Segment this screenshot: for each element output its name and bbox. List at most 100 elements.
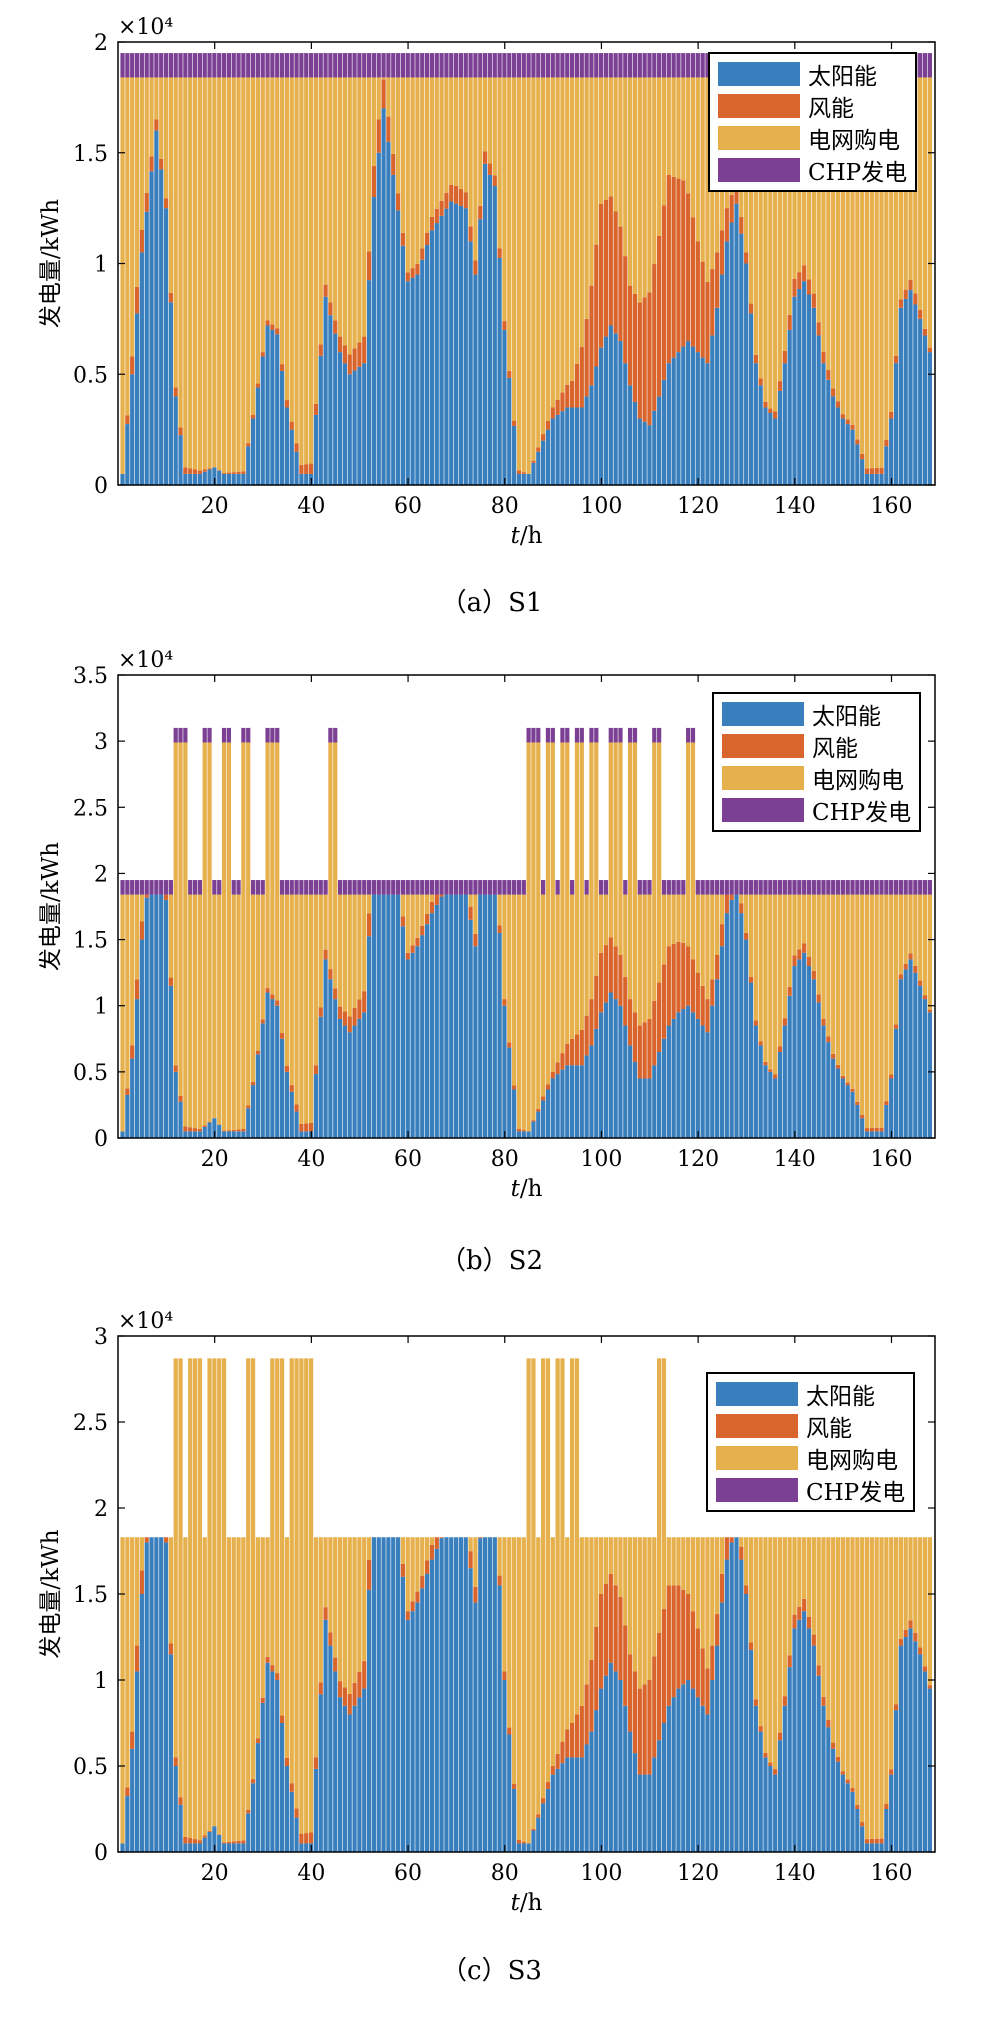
bar-solar-t95 <box>574 1065 580 1138</box>
bar-grid-t154 <box>860 77 865 454</box>
bar-wind-t80 <box>502 321 507 330</box>
bar-wind-t145 <box>816 322 821 336</box>
bar-solar-t82 <box>512 1788 517 1852</box>
bar-grid-t168 <box>927 1537 932 1686</box>
bar-grid-t122 <box>705 77 710 282</box>
bar-chp-t73 <box>468 880 473 895</box>
bar-solar-t50 <box>357 1697 362 1852</box>
bar-wind-t153 <box>855 1101 860 1105</box>
bar-grid-t131 <box>748 894 754 977</box>
bar-solar-t39 <box>304 473 309 485</box>
bar-chp-t166 <box>918 880 923 895</box>
bar-solar-t74 <box>473 946 478 1138</box>
bar-solar-t159 <box>884 1104 889 1138</box>
bar-wind-t4 <box>134 1645 140 1672</box>
bar-grid-t39 <box>304 1358 309 1834</box>
bar-solar-t86 <box>531 1121 536 1138</box>
y-tick-label-4: 2 <box>94 862 108 887</box>
bar-grid-t81 <box>507 1537 512 1728</box>
bar-wind-t108 <box>637 302 642 419</box>
bar-wind-t113 <box>661 205 667 380</box>
bar-grid-t20 <box>212 77 217 468</box>
bar-wind-t40 <box>308 1123 314 1132</box>
legend-item-chp: CHP发电 <box>716 1474 905 1506</box>
bar-wind-t74 <box>473 1586 478 1603</box>
bar-chp-t136 <box>773 880 778 895</box>
bar-wind-t116 <box>676 178 681 353</box>
bar-wind-t4 <box>134 286 140 314</box>
bar-wind-t21 <box>217 1834 222 1835</box>
bar-grid-t88 <box>541 1358 546 1799</box>
bar-wind-t164 <box>908 1620 913 1629</box>
bar-grid-t23 <box>226 77 231 473</box>
bar-solar-t80 <box>502 329 507 485</box>
bar-grid-t13 <box>178 742 183 1096</box>
bar-chp-t102 <box>608 727 613 743</box>
bar-solar-t5 <box>139 1594 144 1852</box>
bar-grid-t31 <box>265 1537 270 1658</box>
bar-grid-t129 <box>739 894 744 904</box>
bar-chp-t10 <box>163 53 169 78</box>
bar-grid-t13 <box>178 1358 183 1798</box>
legend-item-wind: 风能 <box>716 1410 905 1442</box>
bar-solar-t97 <box>584 396 589 485</box>
x-tick-label-100: 100 <box>580 1147 622 1172</box>
bar-solar-t68 <box>444 1537 449 1852</box>
bar-solar-t14 <box>183 473 188 485</box>
bar-chp-t32 <box>270 53 275 78</box>
bar-wind-t146 <box>821 351 826 364</box>
y-tick-label-4: 2 <box>94 31 108 56</box>
bar-grid-t124 <box>715 894 720 955</box>
bars-group <box>120 1358 932 1852</box>
bar-chp-t153 <box>855 880 860 895</box>
bar-grid-t4 <box>134 1537 140 1646</box>
bar-solar-t160 <box>889 1774 894 1852</box>
bar-wind-t16 <box>192 469 198 474</box>
bar-wind-t105 <box>623 256 628 364</box>
bar-grid-t81 <box>507 894 512 1043</box>
bar-chp-t140 <box>792 880 797 895</box>
bar-solar-t155 <box>864 473 870 485</box>
bar-chp-t45 <box>333 53 338 78</box>
bar-solar-t76 <box>482 1537 488 1852</box>
bar-grid-t12 <box>173 742 178 1066</box>
bar-solar-t64 <box>424 245 430 485</box>
bar-wind-t91 <box>555 1753 560 1769</box>
bar-chp-t44 <box>328 53 333 78</box>
bar-solar-t74 <box>473 274 478 485</box>
y-tick-label-0: 0 <box>94 1127 108 1152</box>
bar-wind-t156 <box>869 468 874 474</box>
bar-solar-t166 <box>918 1654 923 1852</box>
bar-grid-t62 <box>415 77 420 264</box>
bar-wind-t132 <box>753 354 758 364</box>
bar-solar-t91 <box>555 1074 560 1138</box>
bar-chp-t114 <box>666 53 671 78</box>
bar-grid-t86 <box>531 742 536 1121</box>
bar-chp-t131 <box>748 880 754 895</box>
bar-wind-t77 <box>487 163 493 175</box>
bar-chp-t165 <box>913 880 918 895</box>
bar-chp-t41 <box>313 53 319 78</box>
bar-solar-t59 <box>400 1576 406 1852</box>
bar-grid-t74 <box>473 77 478 261</box>
bar-grid-t11 <box>168 894 173 978</box>
bar-solar-t42 <box>318 1016 323 1138</box>
bar-grid-t100 <box>599 1537 604 1594</box>
bar-grid-t165 <box>913 894 918 967</box>
bar-grid-t144 <box>811 1537 816 1635</box>
bar-wind-t33 <box>275 1000 280 1006</box>
bar-solar-t126 <box>724 241 729 485</box>
bar-grid-t30 <box>260 1537 265 1698</box>
bar-wind-t5 <box>139 1570 144 1594</box>
x-tick-label-60: 60 <box>394 1147 422 1172</box>
bar-chp-t61 <box>410 880 415 895</box>
bar-wind-t81 <box>507 1727 512 1735</box>
bar-chp-t93 <box>565 53 570 78</box>
legend-item-solar: 太阳能 <box>718 58 907 90</box>
bar-wind-t23 <box>226 1841 231 1844</box>
bar-chp-t104 <box>618 53 623 78</box>
bar-chp-t1 <box>120 53 125 78</box>
bar-solar-t150 <box>840 1078 845 1138</box>
bar-solar-t22 <box>221 1843 227 1852</box>
bar-solar-t26 <box>241 473 246 485</box>
